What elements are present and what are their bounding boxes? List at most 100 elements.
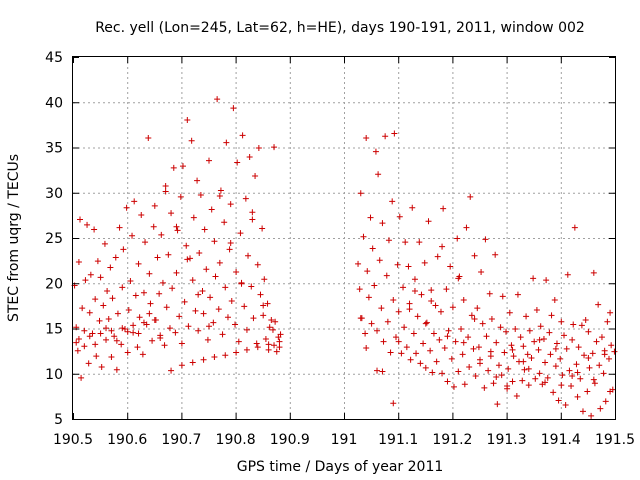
data-point [440,205,447,212]
x-tick-label: 191 [331,432,358,448]
data-point [471,316,478,323]
data-point [228,297,235,304]
data-point [189,277,196,284]
x-tick-label: 190.8 [216,432,256,448]
data-point [357,315,364,322]
data-point [537,323,544,330]
data-point [264,300,271,307]
data-point [114,310,121,317]
data-point [216,259,223,266]
data-point [578,322,585,329]
data-point [533,306,540,313]
data-point [406,300,413,307]
data-point [478,268,485,275]
data-point [466,364,473,371]
data-point [455,275,462,282]
data-point [371,282,378,289]
data-point [129,232,136,239]
data-point [391,130,398,137]
data-point [184,116,191,123]
data-point [173,269,180,276]
data-point [532,375,539,382]
data-point [125,306,132,313]
data-point [75,259,82,266]
data-point [104,287,111,294]
data-point [459,351,466,358]
data-point [170,164,177,171]
data-point [402,239,409,246]
data-point [526,327,533,334]
data-point [447,263,454,270]
data-point [195,327,202,334]
data-point [530,275,537,282]
data-point [121,326,128,332]
data-point [237,230,244,237]
data-point [369,245,376,252]
data-point [232,321,239,328]
data-point [389,198,396,205]
data-point [84,221,91,228]
data-point [503,328,510,335]
y-tick-label: 20 [45,276,63,292]
data-point [150,223,157,230]
data-point [176,313,183,320]
data-point [134,344,141,351]
data-point [574,393,581,400]
data-point [165,251,172,258]
data-point [493,339,500,346]
data-point [252,173,259,180]
data-point [593,338,600,345]
data-point [508,342,515,349]
data-point [355,260,362,267]
data-point [568,383,575,390]
data-point [445,327,452,334]
data-point [495,362,502,369]
data-point [200,310,207,317]
data-point [390,400,397,407]
x-tick-label: 190.7 [161,432,201,448]
data-point [472,373,479,380]
data-point [194,177,201,184]
data-points [71,96,618,419]
data-point [238,279,245,286]
data-point [234,159,241,166]
data-point [204,336,211,343]
data-point [401,324,408,331]
data-point [535,346,542,353]
data-point [455,368,462,375]
y-tick-label: 35 [45,141,63,157]
data-point [600,370,607,377]
data-point [475,344,482,351]
data-point [395,308,402,315]
data-point [265,341,272,348]
data-point [86,309,93,316]
data-point [557,355,564,362]
data-point [93,353,100,360]
data-point [509,346,516,353]
data-point [97,330,104,337]
data-point [395,338,402,345]
data-point [246,154,253,161]
data-point [178,362,185,369]
data-point [432,302,439,309]
data-point [562,402,569,409]
data-point [142,239,149,246]
data-point [265,346,272,353]
data-point [550,389,557,396]
data-point [243,346,250,353]
data-point [382,133,389,140]
data-point [487,353,494,360]
data-point [81,343,88,350]
data-point [98,364,105,371]
data-point [409,204,416,211]
data-point [199,287,206,294]
data-point [85,360,92,367]
data-point [159,279,166,286]
data-point [118,341,125,348]
data-point [584,388,591,395]
data-point [362,330,369,337]
data-point [101,240,108,247]
x-tick-label: 190.5 [53,432,93,448]
data-point [94,258,101,265]
